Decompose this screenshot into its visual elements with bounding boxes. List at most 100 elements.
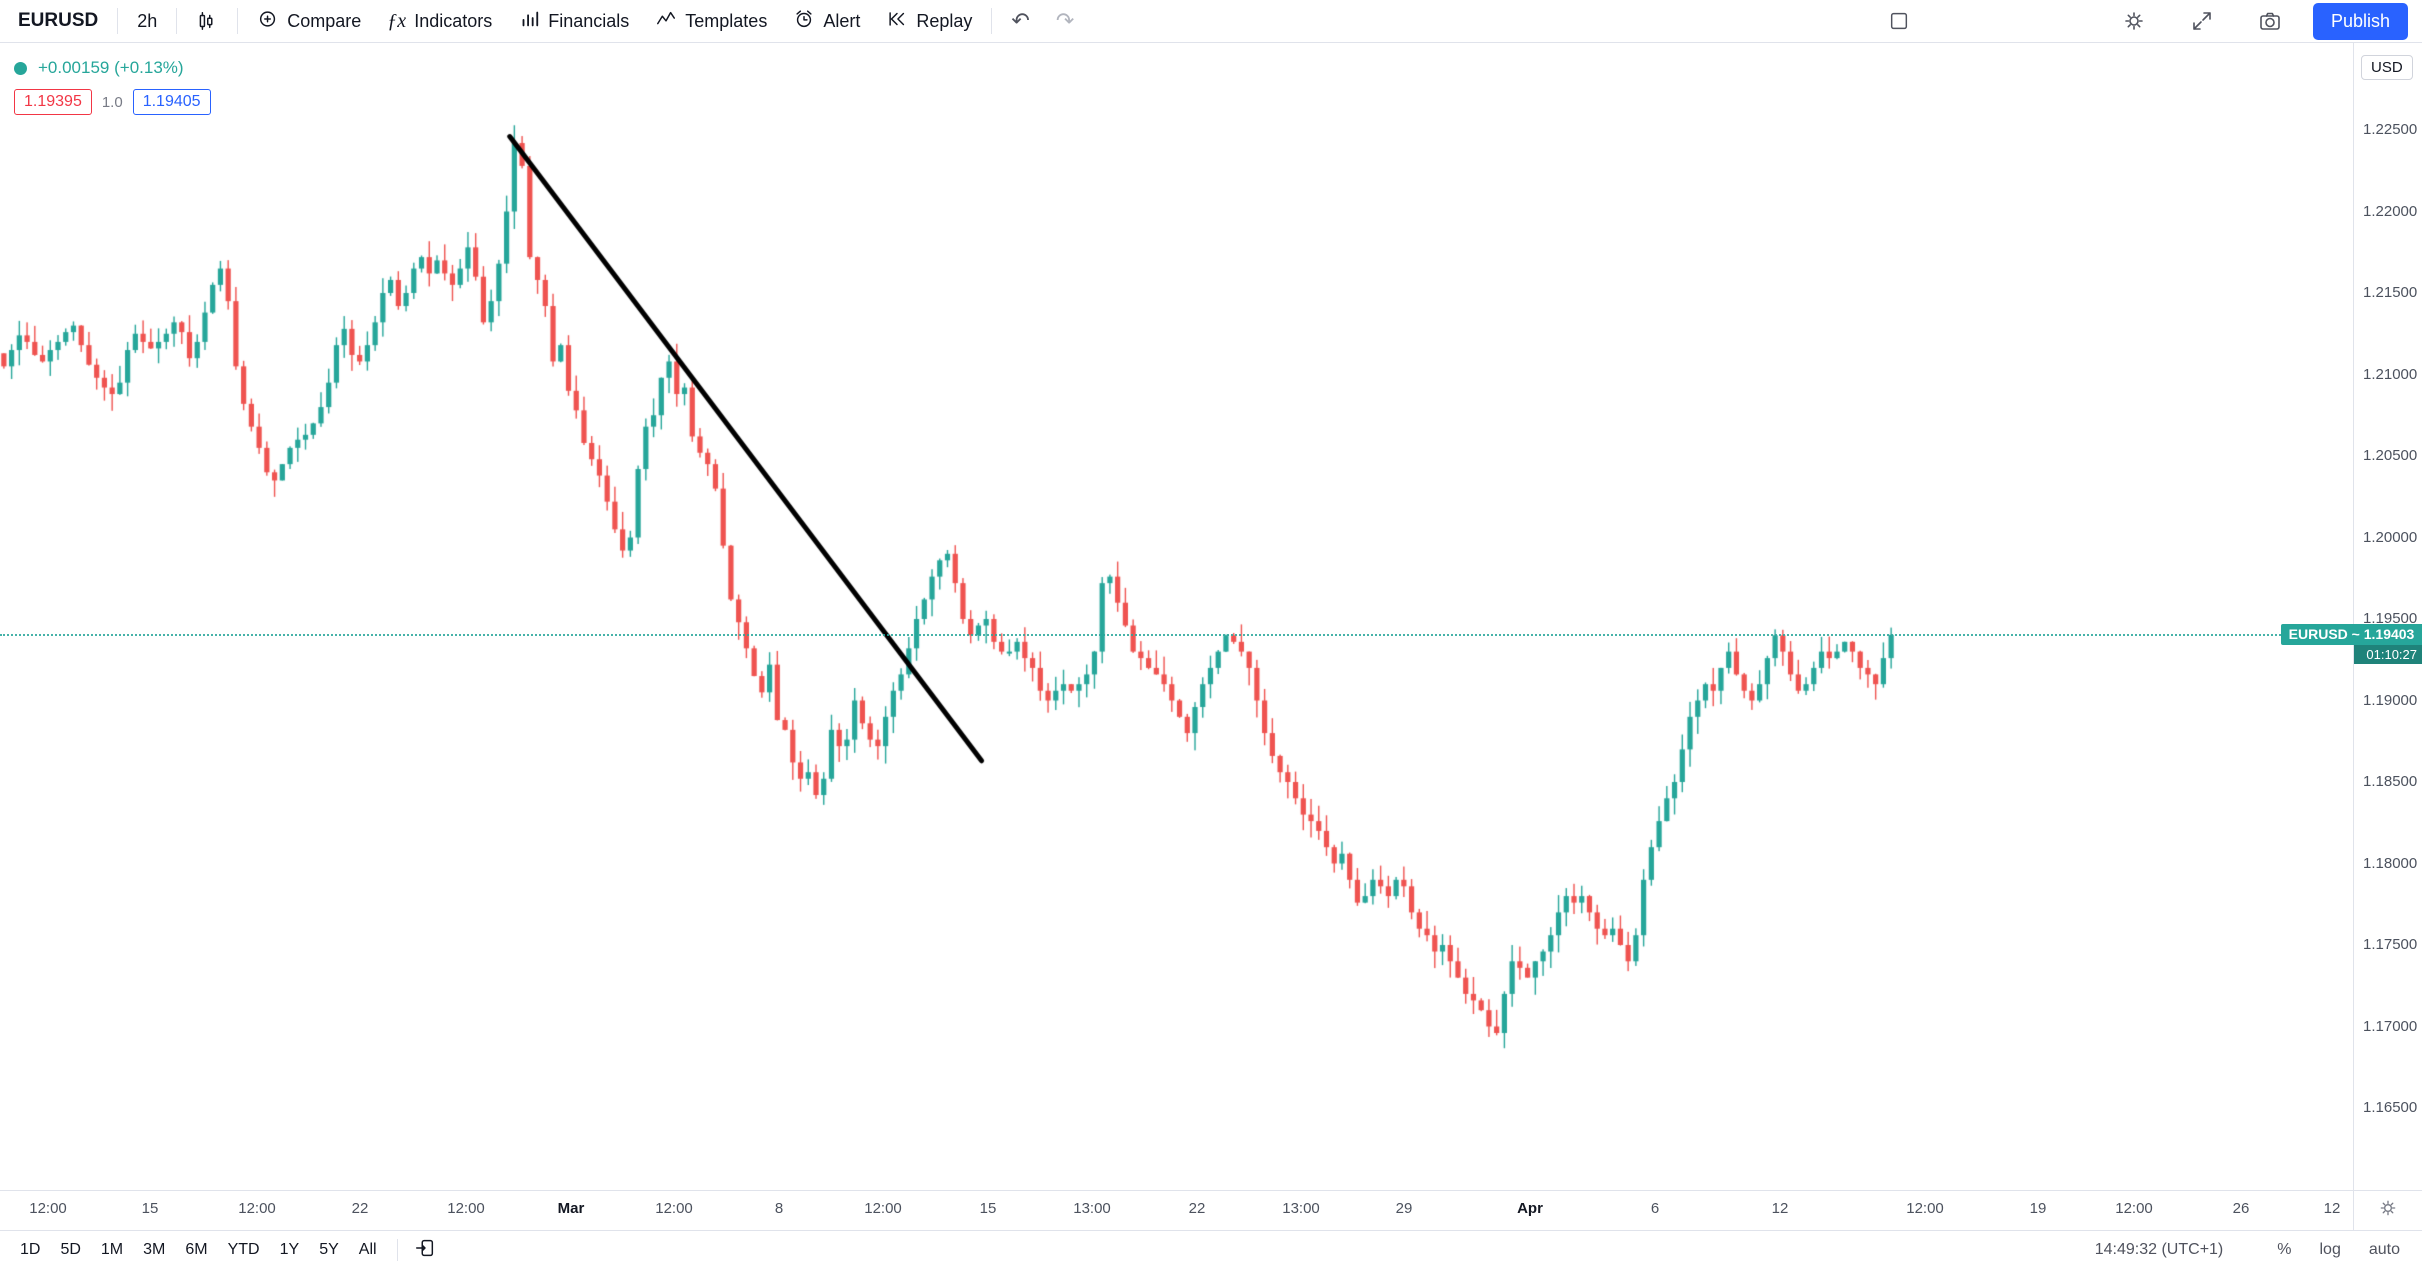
replay-rewind-icon: [886, 8, 908, 35]
toolbar-separator: [237, 8, 239, 34]
financials-label: Financials: [548, 10, 630, 31]
bottom-toolbar: 1D 5D 1M 3M 6M YTD 1Y 5Y All 14:49:32 (UTC+1) % …: [0, 1230, 2422, 1268]
time-tick: 22: [351, 1200, 369, 1217]
time-tick: 12:00: [238, 1200, 276, 1217]
symbol-button[interactable]: EURUSD: [16, 4, 111, 38]
replay-label: Replay: [916, 10, 973, 31]
time-tick: Mar: [557, 1200, 585, 1217]
axis-settings-corner[interactable]: [2353, 1190, 2422, 1230]
templates-peaks-icon: [655, 8, 677, 35]
price-tick: 1.20500: [2363, 447, 2418, 464]
price-tick: 1.22000: [2363, 202, 2418, 220]
range-1d[interactable]: 1D: [10, 1237, 50, 1263]
price-tick: 1.17000: [2363, 1017, 2418, 1035]
time-tick: 13:00: [1073, 1200, 1111, 1217]
time-tick: 12:00: [1906, 1200, 1944, 1217]
candlestick-chart-canvas[interactable]: [0, 43, 2353, 1190]
price-tick: 1.18500: [2363, 773, 2418, 790]
indicators-label: Indicators: [414, 10, 493, 31]
currency-toggle-button[interactable]: USD: [2361, 55, 2413, 80]
percent-scale-button[interactable]: %: [2271, 1237, 2297, 1263]
series-marker-icon: [14, 61, 27, 75]
time-tick: 15: [979, 1200, 997, 1217]
range-1y[interactable]: 1Y: [270, 1237, 310, 1263]
spread-value: 1.0: [101, 93, 123, 111]
time-tick: Apr: [1517, 1200, 1543, 1217]
templates-button[interactable]: Templates: [642, 4, 780, 38]
price-tick: 1.18000: [2363, 854, 2418, 872]
legend-series-row[interactable]: +0.00159 (+0.13%): [14, 55, 211, 81]
price-tick: 1.19500: [2363, 610, 2418, 627]
candlestick-chart-icon: [196, 10, 218, 32]
ask-price-button[interactable]: 1.19405: [132, 89, 211, 115]
price-change-text: +0.00159 (+0.13%): [38, 58, 184, 77]
price-tick: 1.21000: [2363, 365, 2418, 383]
redo-button[interactable]: ↷: [1043, 4, 1087, 38]
price-tick: 1.17500: [2363, 936, 2418, 953]
time-tick: 12: [1771, 1200, 1789, 1217]
toolbar-separator: [396, 1238, 398, 1261]
time-tick: 26: [2232, 1200, 2250, 1217]
session-clock[interactable]: 14:49:32 (UTC+1): [2089, 1240, 2230, 1260]
time-tick: 12:00: [29, 1200, 67, 1217]
gear-icon: [2122, 9, 2146, 33]
time-tick: 29: [1395, 1200, 1413, 1217]
axis-gear-icon: [2378, 1198, 2398, 1223]
snapshot-button[interactable]: [2245, 4, 2295, 38]
time-tick: 6: [1650, 1200, 1660, 1217]
time-tick: 19: [2029, 1200, 2047, 1217]
interval-button[interactable]: 2h: [124, 4, 170, 38]
price-tick: 1.16500: [2363, 1099, 2418, 1116]
undo-arrow-icon: ↶: [1011, 8, 1030, 33]
toolbar-separator: [117, 8, 119, 34]
chart-type-button[interactable]: [183, 4, 231, 38]
redo-arrow-icon: ↷: [1055, 8, 1075, 33]
bid-price-button[interactable]: 1.19395: [14, 89, 92, 115]
financials-button[interactable]: Financials: [505, 4, 642, 38]
last-price-tag: EURUSD ~ 1.19403: [2281, 623, 2422, 645]
square-outline-icon: [1888, 10, 1910, 32]
log-scale-button[interactable]: log: [2314, 1237, 2347, 1263]
templates-label: Templates: [685, 10, 768, 31]
auto-scale-button[interactable]: auto: [2363, 1237, 2406, 1263]
indicators-button[interactable]: ƒx Indicators: [374, 4, 505, 38]
undo-button[interactable]: ↶: [998, 4, 1042, 38]
compare-button[interactable]: Compare: [244, 4, 374, 38]
range-5d[interactable]: 5D: [50, 1237, 90, 1263]
time-tick: 12:00: [864, 1200, 902, 1217]
range-ytd[interactable]: YTD: [218, 1237, 270, 1263]
time-tick: 12:00: [2115, 1200, 2153, 1217]
indicators-fx-icon: ƒx: [387, 10, 407, 32]
price-axis[interactable]: USD 1.22500 1.22000 1.21500 1.21000 1.20500 1…: [2353, 43, 2422, 1190]
time-tick: 15: [141, 1200, 159, 1217]
range-all[interactable]: All: [349, 1237, 387, 1263]
goto-date-button[interactable]: [408, 1235, 442, 1264]
bar-countdown-tag: 01:10:27: [2354, 644, 2422, 664]
chart-pane[interactable]: [0, 43, 2353, 1190]
time-tick: 12:00: [447, 1200, 485, 1217]
publish-button[interactable]: Publish: [2312, 2, 2408, 40]
date-range-buttons: 1D 5D 1M 3M 6M YTD 1Y 5Y All: [10, 1237, 387, 1263]
maximize-pane-button[interactable]: [1875, 4, 1923, 38]
top-toolbar: EURUSD 2h Compare ƒx Indic: [0, 0, 2422, 43]
camera-icon: [2258, 9, 2282, 33]
range-5y[interactable]: 5Y: [309, 1237, 349, 1263]
replay-button[interactable]: Replay: [873, 4, 985, 38]
alert-button[interactable]: Alert: [780, 4, 873, 38]
bid-ask-row: 1.19395 1.0 1.19405: [14, 89, 211, 115]
toolbar-separator: [991, 8, 993, 34]
chart-settings-button[interactable]: [2109, 4, 2159, 38]
time-tick: 13:00: [1282, 1200, 1320, 1217]
compare-plus-icon: [257, 8, 279, 35]
fullscreen-button[interactable]: [2177, 4, 2227, 38]
price-tick: 1.22500: [2363, 121, 2418, 138]
price-tick: 1.21500: [2363, 284, 2418, 301]
range-3m[interactable]: 3M: [133, 1237, 175, 1263]
range-6m[interactable]: 6M: [175, 1237, 217, 1263]
price-tick: 1.20000: [2363, 528, 2418, 546]
alert-label: Alert: [823, 10, 861, 31]
time-axis[interactable]: 12:00 15 12:00 22 12:00 Mar 12:00 8 12:00 15 13:00…: [0, 1190, 2353, 1230]
price-tick: 1.19000: [2363, 691, 2418, 709]
range-1m[interactable]: 1M: [91, 1237, 133, 1263]
